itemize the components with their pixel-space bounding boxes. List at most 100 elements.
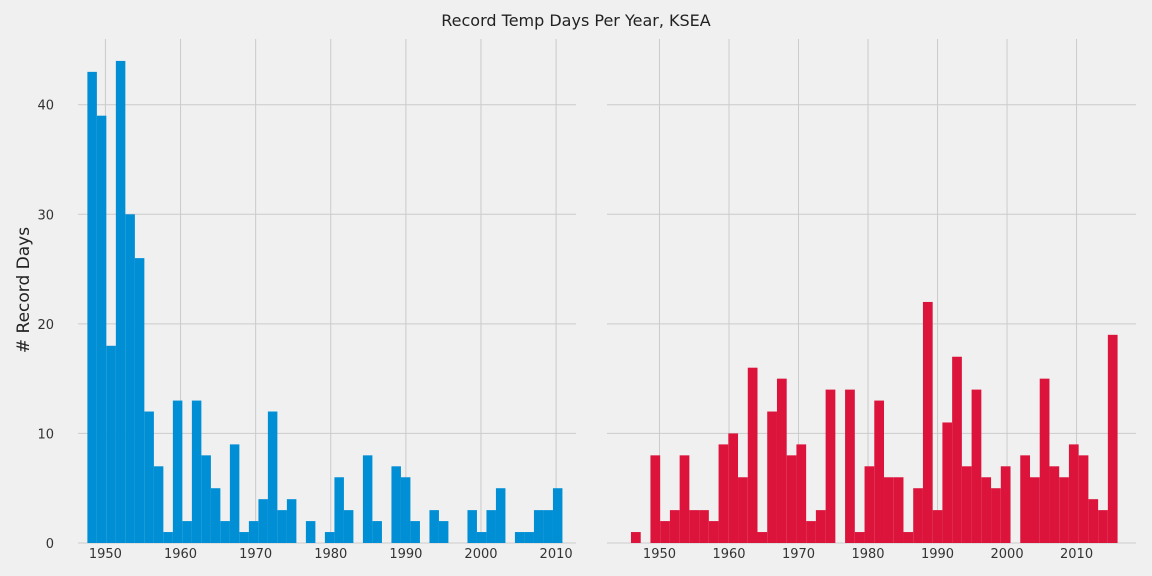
- histogram-bar: [913, 488, 923, 543]
- histogram-bar: [738, 477, 748, 543]
- histogram-bar: [533, 510, 544, 543]
- y-tick-label: 30: [37, 208, 54, 223]
- histogram-bar: [362, 455, 373, 543]
- x-tick-label: 1990: [389, 547, 422, 562]
- histogram-bar: [767, 411, 777, 543]
- x-tick-label: 1950: [643, 547, 676, 562]
- histogram-bar: [239, 532, 249, 543]
- histogram-bar: [747, 367, 758, 543]
- histogram-bar: [96, 115, 107, 544]
- histogram-bar: [630, 532, 641, 543]
- y-tick-label: 10: [37, 427, 54, 442]
- histogram-bar: [172, 400, 183, 543]
- histogram-bar: [1029, 477, 1040, 543]
- histogram-bar: [1039, 378, 1050, 543]
- histogram-bar: [372, 521, 382, 543]
- histogram-bar: [305, 521, 316, 543]
- histogram-bar: [845, 389, 855, 543]
- histogram-bar: [134, 258, 145, 543]
- histogram-bar: [410, 521, 420, 543]
- histogram-bar: [1107, 334, 1118, 543]
- histogram-bar: [267, 411, 278, 543]
- x-tick-label: 1980: [851, 547, 884, 562]
- histogram-bar: [961, 466, 972, 543]
- histogram-bar: [87, 71, 97, 543]
- histogram-bar: [942, 422, 953, 543]
- histogram-bar: [343, 510, 354, 543]
- histogram-bar: [391, 466, 401, 543]
- histogram-bar: [495, 488, 506, 543]
- histogram-bar: [277, 510, 287, 543]
- histogram-bar: [438, 521, 449, 543]
- x-tick-label: 1970: [782, 547, 815, 562]
- y-tick-label: 40: [37, 99, 54, 114]
- histogram-bar: [324, 532, 335, 543]
- histogram-bar: [874, 400, 885, 543]
- x-tick-label: 2010: [1060, 547, 1093, 562]
- histogram-bar: [893, 477, 904, 543]
- histogram-bar: [1088, 499, 1099, 543]
- histogram-bar: [660, 521, 670, 543]
- histogram-bar: [1020, 455, 1030, 543]
- histogram-bar: [806, 521, 816, 543]
- histogram-bar: [708, 521, 719, 543]
- histogram-bar: [220, 521, 230, 543]
- histogram-bar: [429, 510, 439, 543]
- histogram-bar: [182, 521, 192, 543]
- x-tick-label: 1950: [89, 547, 122, 562]
- histogram-bar: [650, 455, 661, 543]
- histogram-bar: [248, 521, 259, 543]
- histogram-bar: [201, 455, 211, 543]
- histogram-bar: [106, 345, 116, 543]
- histogram-bar: [815, 510, 826, 543]
- histogram-bar: [1049, 466, 1060, 543]
- x-tick-label: 2000: [464, 547, 497, 562]
- histogram-bar: [669, 510, 680, 543]
- histogram-bar: [524, 532, 534, 543]
- histogram-bar: [115, 60, 126, 543]
- histogram-bar: [258, 499, 268, 543]
- histogram-bar: [757, 532, 768, 543]
- histogram-bar: [486, 510, 496, 543]
- histogram-bar: [864, 466, 875, 543]
- histogram-bar: [144, 411, 154, 543]
- histogram-bar: [1078, 455, 1089, 543]
- histogram-bar: [796, 444, 807, 543]
- histogram-bar: [286, 499, 297, 543]
- histogram-bar: [467, 510, 477, 543]
- histogram-bar: [981, 477, 992, 543]
- histogram-bar: [514, 532, 525, 543]
- histogram-bar: [552, 488, 563, 543]
- histogram-bar: [786, 455, 797, 543]
- histogram-bar: [543, 510, 553, 543]
- histogram-bar: [1059, 477, 1069, 543]
- x-tick-label: 2010: [540, 547, 573, 562]
- histogram-bar: [163, 532, 173, 543]
- histogram-bar: [125, 214, 135, 543]
- histogram-bar: [1000, 466, 1011, 543]
- histogram-bar: [903, 532, 914, 543]
- histogram-bar: [932, 510, 943, 543]
- histogram-bar: [1068, 444, 1079, 543]
- histogram-bar: [991, 488, 1001, 543]
- x-tick-label: 1990: [921, 547, 954, 562]
- histogram-bar: [776, 378, 787, 543]
- left-panel: 1950 1960 1970 1980 1990 2000 2010 0 10 20 30 40: [37, 39, 576, 562]
- histogram-bar: [229, 444, 240, 543]
- histogram-bar: [971, 389, 982, 543]
- histogram-bar: [210, 488, 221, 543]
- histogram-bar: [699, 510, 709, 543]
- right-panel: 1950 1960 1970 1980 1990 2000 2010: [607, 39, 1136, 562]
- histogram-bar: [728, 433, 739, 543]
- histogram-bar: [884, 477, 894, 543]
- y-tick-label: 0: [46, 537, 54, 552]
- histogram-bar: [1098, 510, 1108, 543]
- x-tick-label: 1960: [712, 547, 745, 562]
- histogram-bar: [476, 532, 487, 543]
- histogram-bar: [689, 510, 700, 543]
- histogram-bar: [400, 477, 411, 543]
- histogram-bar: [825, 389, 836, 543]
- x-tick-label: 1970: [239, 547, 272, 562]
